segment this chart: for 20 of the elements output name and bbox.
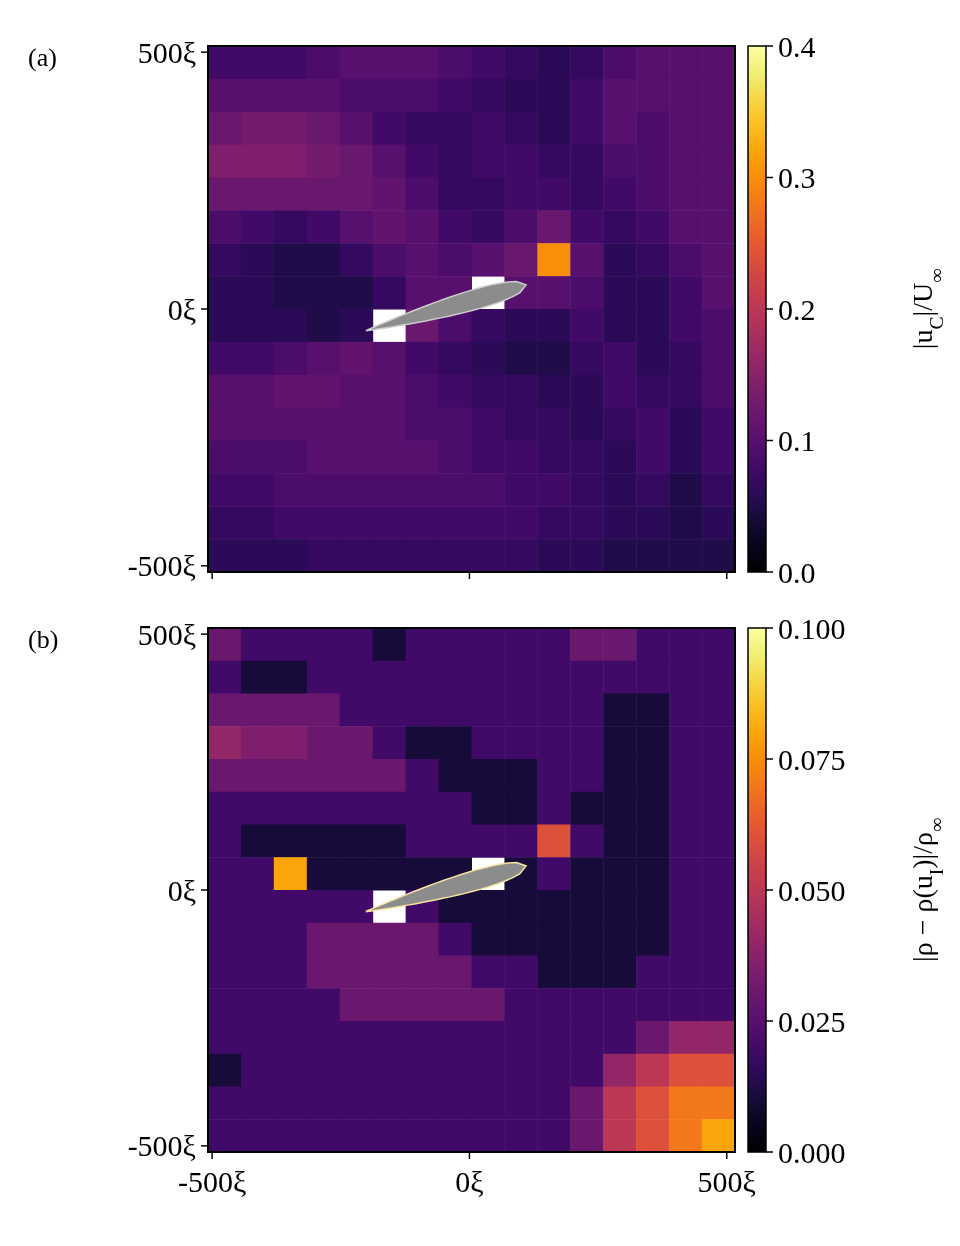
color-bar-label: 0.100 [778,611,846,645]
color-bar-label: 0.075 [778,742,846,776]
x-tick-label: 0ξ [455,1165,484,1198]
color-bar-label: 0.4 [778,29,816,63]
chart-title: (b) [28,625,59,654]
color-bar-label: 0.000 [778,1135,846,1169]
color-bar-label: 0.2 [778,292,816,326]
chart-title: (a) [28,43,57,72]
y-tick-label: 500ξ [137,35,196,69]
y-tick-label: 0ξ [167,292,196,326]
y-tick-label: -500ξ [127,1129,196,1163]
x-tick-label: 500ξ [697,1165,756,1198]
color-bar-label: 0.1 [778,424,816,457]
y-tick-label: 500ξ [137,617,196,651]
color-bar-label: 0.050 [778,873,846,907]
color-bar-label: 0.025 [778,1004,846,1038]
color-bar-label: 0.0 [778,555,816,589]
y-tick-label: -500ξ [127,549,196,583]
color-bar-label: 0.3 [778,161,816,194]
y-tick-label: 0ξ [167,873,196,907]
